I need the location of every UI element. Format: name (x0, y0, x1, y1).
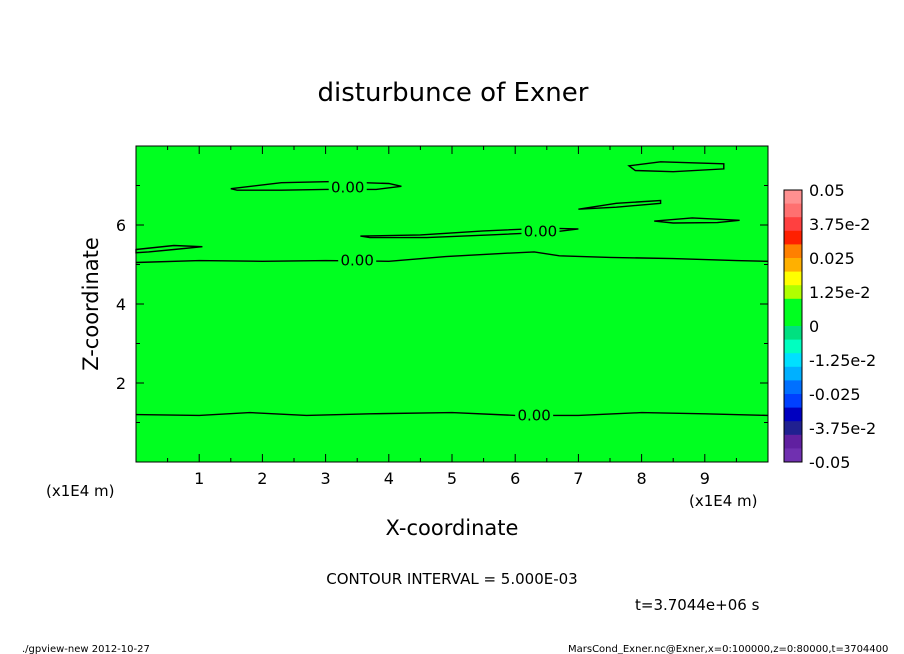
contour-line-2 (135, 251, 769, 264)
colorbar-label: -0.025 (809, 385, 861, 404)
colorbar-label: 0.05 (809, 181, 845, 200)
x-tick-label: 3 (321, 469, 331, 488)
colorbar-label: 1.25e-2 (809, 283, 870, 302)
colorbar-segment (784, 380, 802, 395)
colorbar-segment (784, 339, 802, 354)
colorbar: 0.05 3.75e-2 0.025 1.25e-2 0 -1.25e-2 -0.025 -3… (783, 181, 876, 472)
contour-line-8 (654, 217, 740, 224)
colorbar-label: -1.25e-2 (809, 351, 876, 370)
colorbar-segment (784, 394, 802, 409)
colorbar-segment (784, 448, 802, 463)
contour-label: 0.00 (517, 406, 550, 424)
colorbar-segment (784, 230, 802, 245)
x-unit-left: (x1E4 m) (46, 482, 115, 500)
colorbar-label: -0.05 (809, 453, 850, 472)
y-tick-label: 4 (116, 295, 126, 314)
colorbar-label: 3.75e-2 (809, 215, 870, 234)
colorbar-segment (784, 217, 802, 232)
contour-label-bg (515, 406, 554, 425)
y-tick-label: 6 (116, 216, 126, 235)
colorbar-segment (784, 407, 802, 422)
x-tick-label: 5 (447, 469, 457, 488)
x-tick-label: 4 (384, 469, 394, 488)
plot-area: 0.00 0.00 0.00 0.00 1 2 3 4 5 6 7 8 9 2 4 6 (116, 145, 769, 488)
contour-label: 0.00 (331, 178, 364, 196)
colorbar-segment (784, 190, 802, 205)
contour-line-1 (135, 411, 769, 417)
colorbar-segment (784, 434, 802, 449)
colorbar-segment (784, 271, 802, 286)
colorbar-segment (784, 298, 802, 313)
colorbar-segment (784, 285, 802, 300)
footer-right: MarsCond_Exner.nc@Exner,x=0:100000,z=0:8… (568, 644, 888, 654)
y-axis-ticks: 2 4 6 (116, 185, 768, 423)
colorbar-segment (784, 366, 802, 381)
colorbar-segment (784, 312, 802, 327)
colorbar-segment (784, 258, 802, 273)
x-tick-label: 9 (700, 469, 710, 488)
contour-label-bg (521, 222, 560, 241)
colorbar-segment (784, 203, 802, 218)
contour-label-bg (338, 251, 377, 270)
contour-line-3 (230, 180, 402, 191)
contour-interval-label: CONTOUR INTERVAL = 5.000E-03 (326, 570, 577, 588)
contour-label-bg (328, 178, 367, 197)
contour-line-6 (578, 199, 662, 210)
contour-label: 0.00 (524, 223, 557, 241)
footer-left: ./gpview-new 2012-10-27 (22, 644, 150, 654)
contour-field (136, 146, 768, 462)
colorbar-segment (784, 244, 802, 259)
contour-line-4 (360, 227, 579, 239)
colorbar-segment (784, 326, 802, 341)
colorbar-segment (784, 421, 802, 436)
colorbar-label: 0 (809, 317, 819, 336)
x-unit-right: (x1E4 m) (689, 492, 758, 510)
chart-title: disturbunce of Exner (318, 78, 589, 108)
contour-line-7 (627, 161, 725, 173)
colorbar-frame (783, 189, 803, 463)
time-label: t=3.7044e+06 s (635, 596, 760, 614)
x-axis-ticks: 1 2 3 4 5 6 7 8 9 (167, 146, 737, 488)
colorbar-label: 0.025 (809, 249, 855, 268)
y-tick-label: 2 (116, 374, 126, 393)
x-tick-label: 6 (510, 469, 520, 488)
y-axis-title: Z-coordinate (79, 237, 103, 371)
x-tick-label: 2 (257, 469, 267, 488)
x-tick-label: 7 (573, 469, 583, 488)
colorbar-label: -3.75e-2 (809, 419, 876, 438)
x-tick-label: 8 (637, 469, 647, 488)
contour-lines: 0.00 0.00 0.00 0.00 (135, 161, 769, 425)
colorbar-segment (784, 353, 802, 368)
x-tick-label: 1 (194, 469, 204, 488)
x-axis-title: X-coordinate (386, 516, 519, 540)
contour-label: 0.00 (340, 252, 373, 270)
